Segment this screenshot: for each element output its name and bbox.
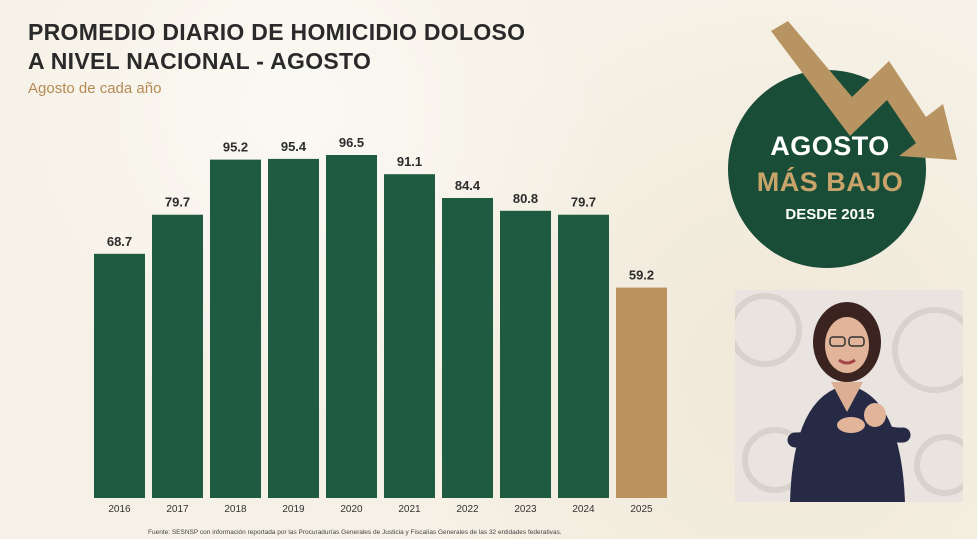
data-label-2022: 84.4 xyxy=(455,178,481,193)
x-tick-2022: 2022 xyxy=(456,504,479,515)
badge-line-3: DESDE 2015 xyxy=(785,206,875,223)
badge-circle xyxy=(728,70,926,268)
chart-subtitle: Agosto de cada año xyxy=(28,80,162,97)
x-tick-2024: 2024 xyxy=(572,504,595,515)
x-tick-2020: 2020 xyxy=(340,504,363,515)
bar-2020 xyxy=(326,155,377,498)
data-label-2020: 96.5 xyxy=(339,135,364,150)
x-tick-2019: 2019 xyxy=(282,504,305,515)
data-label-2017: 79.7 xyxy=(165,195,190,210)
badge-line-1: AGOSTO xyxy=(770,131,890,161)
bar-2018 xyxy=(210,159,261,498)
bar-2021 xyxy=(384,174,435,498)
chart-title: PROMEDIO DIARIO DE HOMICIDIO DOLOSO A NI… xyxy=(28,18,525,76)
interpreter-figure xyxy=(735,290,963,502)
x-tick-2018: 2018 xyxy=(224,504,247,515)
x-tick-2016: 2016 xyxy=(108,504,131,515)
bar-chart: 68.7 2016 79.7 2017 95.2 2018 95.4 2019 96.5 2020… xyxy=(94,135,667,515)
bar-2023 xyxy=(500,210,551,498)
bar-2024 xyxy=(558,214,609,498)
bar-2017 xyxy=(152,214,203,498)
down-arrow-icon xyxy=(771,21,957,160)
bar-2016 xyxy=(94,253,145,498)
data-label-2025: 59.2 xyxy=(629,268,654,283)
chart-title-line-1: PROMEDIO DIARIO DE HOMICIDIO DOLOSO xyxy=(28,19,526,45)
x-tick-2021: 2021 xyxy=(398,504,421,515)
chart-title-line-2: A NIVEL NACIONAL - AGOSTO xyxy=(28,48,372,74)
sign-language-interpreter-video xyxy=(735,290,963,502)
bar-2025 xyxy=(616,287,667,498)
highlight-badge xyxy=(728,21,957,268)
data-label-2023: 80.8 xyxy=(513,191,538,206)
data-label-2021: 91.1 xyxy=(397,154,422,169)
data-label-2018: 95.2 xyxy=(223,140,248,155)
x-tick-2017: 2017 xyxy=(166,504,189,515)
x-tick-2025: 2025 xyxy=(630,504,653,515)
bar-2022 xyxy=(442,198,493,498)
bar-2019 xyxy=(268,158,319,498)
data-label-2016: 68.7 xyxy=(107,234,132,249)
data-label-2024: 79.7 xyxy=(571,195,596,210)
badge-line-2: MÁS BAJO xyxy=(756,167,904,197)
x-tick-2023: 2023 xyxy=(514,504,537,515)
data-label-2019: 95.4 xyxy=(281,139,307,154)
source-note: Fuente: SESNSP con información reportada… xyxy=(148,529,562,536)
